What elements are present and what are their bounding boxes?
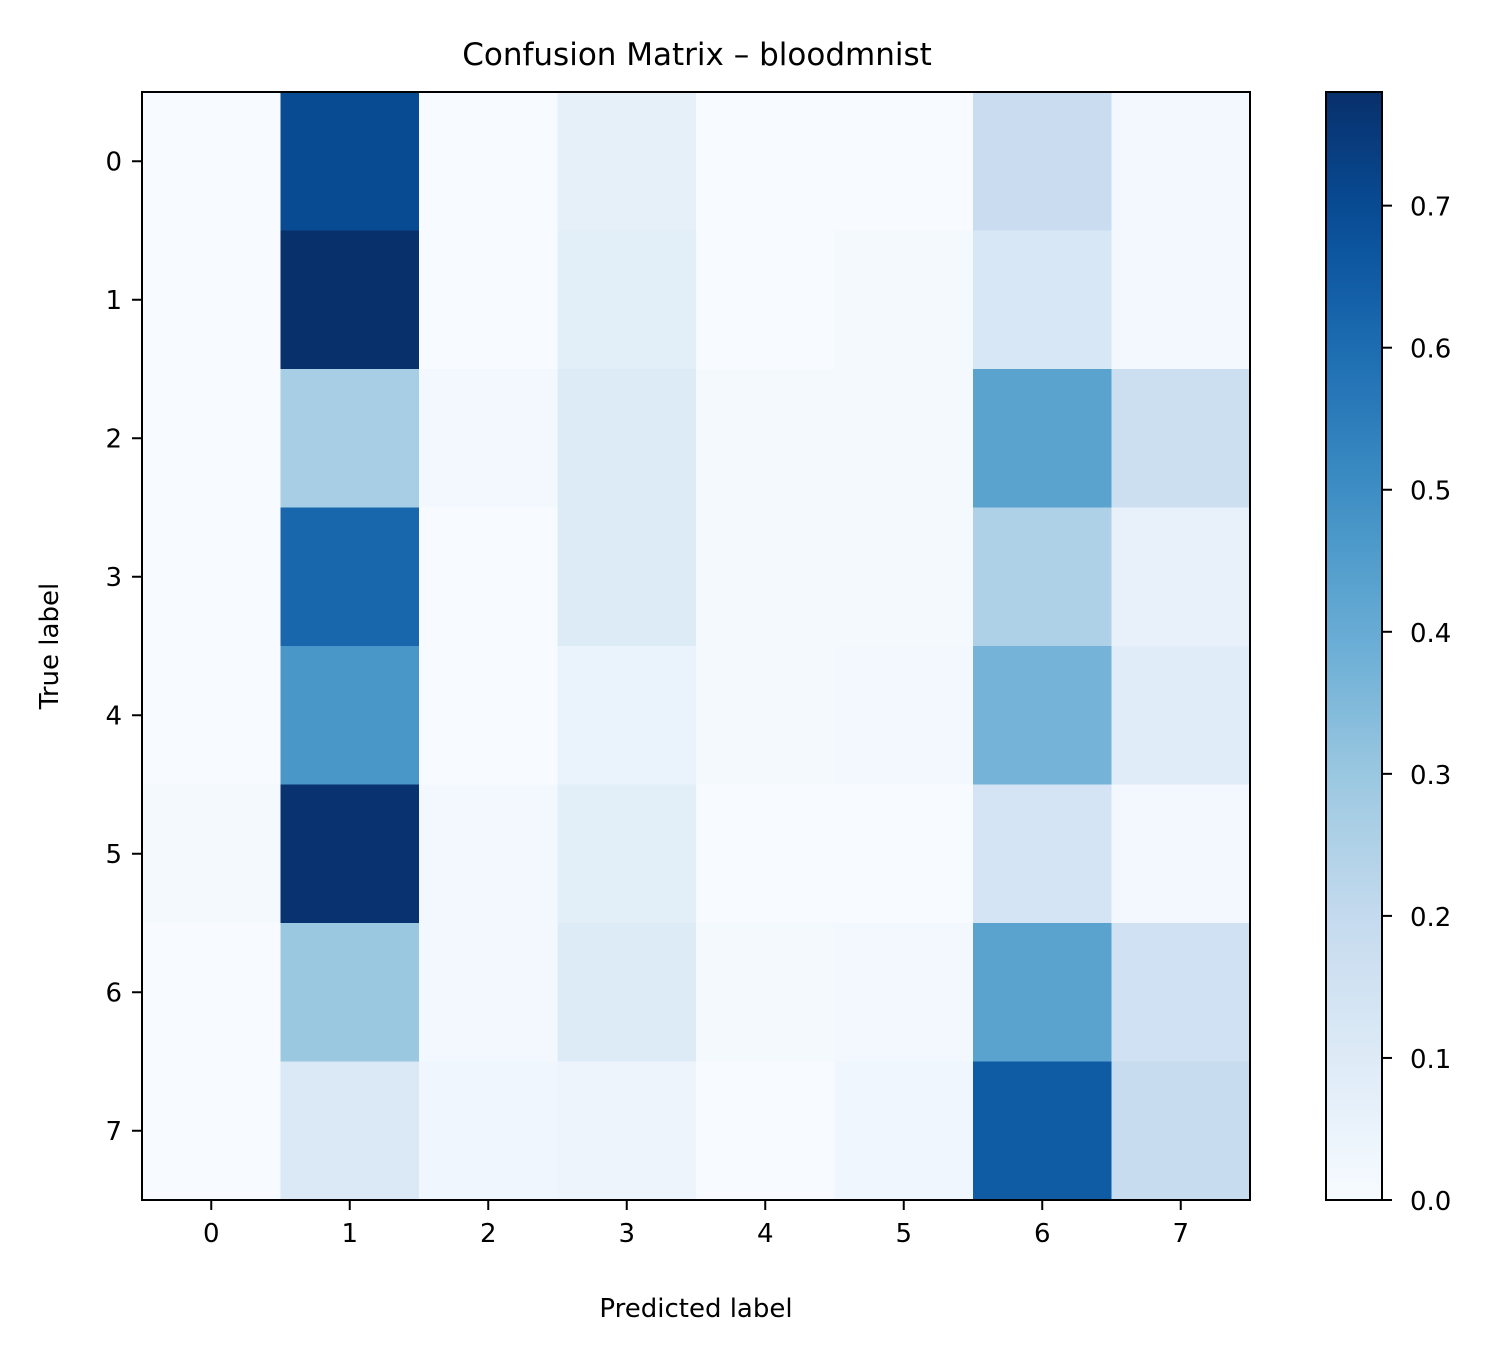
y-tick-label: 7 — [105, 1117, 122, 1147]
x-tick-label: 6 — [1034, 1219, 1051, 1249]
y-axis-label: True label — [35, 583, 65, 710]
heatmap-cell — [419, 369, 558, 508]
x-tick-label: 0 — [203, 1219, 220, 1249]
heatmap-cell — [834, 92, 974, 231]
heatmap-cell — [557, 507, 697, 647]
y-tick-label: 3 — [105, 563, 122, 593]
heatmap-cells — [142, 92, 1251, 1201]
heatmap-cell — [419, 1061, 558, 1201]
x-axis-ticks: 0 1 2 3 4 5 6 7 — [203, 1200, 1189, 1249]
colorbar-tick-label: 0.2 — [1410, 903, 1451, 933]
colorbar-tick-label: 0.5 — [1410, 477, 1451, 507]
heatmap-cell — [696, 507, 835, 647]
colorbar-tick-label: 0.0 — [1410, 1187, 1451, 1217]
heatmap-cell — [834, 369, 974, 508]
plot-frame — [141, 91, 1251, 1201]
x-axis-label: Predicted label — [599, 1294, 792, 1324]
heatmap-cell — [1111, 784, 1251, 924]
heatmap-cell — [557, 646, 697, 785]
heatmap-cell — [557, 1061, 697, 1201]
heatmap-cell — [1111, 923, 1251, 1062]
heatmap-cell — [557, 369, 697, 508]
heatmap-cell — [280, 784, 420, 924]
heatmap-cell — [142, 230, 281, 370]
y-tick-label: 1 — [105, 286, 122, 316]
heatmap-cell — [696, 923, 835, 1062]
heatmap-cell — [557, 784, 697, 924]
heatmap-cell — [1111, 1061, 1251, 1201]
heatmap-cell — [973, 923, 1112, 1062]
heatmap-cell — [1111, 92, 1251, 231]
heatmap-cell — [834, 507, 974, 647]
heatmap-cell — [834, 230, 974, 370]
heatmap-cell — [142, 507, 281, 647]
heatmap-cell — [973, 507, 1112, 647]
heatmap-cell — [973, 1061, 1112, 1201]
x-tick-label: 5 — [895, 1219, 912, 1249]
y-tick-label: 0 — [105, 147, 122, 177]
heatmap-cell — [696, 230, 835, 370]
colorbar — [1325, 91, 1383, 1201]
heatmap-cell — [973, 369, 1112, 508]
heatmap-cell — [419, 507, 558, 647]
heatmap-cell — [557, 230, 697, 370]
heatmap-cell — [280, 92, 420, 231]
heatmap-cell — [280, 369, 420, 508]
heatmap-cell — [142, 1061, 281, 1201]
heatmap-cell — [142, 92, 281, 231]
heatmap-cell — [973, 92, 1112, 231]
heatmap-cell — [419, 923, 558, 1062]
x-tick-label: 2 — [480, 1219, 497, 1249]
heatmap-cell — [696, 92, 835, 231]
heatmap-cell — [1111, 230, 1251, 370]
heatmap-cell — [696, 784, 835, 924]
colorbar-tick-label: 0.1 — [1410, 1045, 1451, 1075]
colorbar-tick-label: 0.7 — [1410, 193, 1451, 223]
x-tick-label: 3 — [618, 1219, 635, 1249]
heatmap-cell — [1111, 507, 1251, 647]
heatmap-cell — [280, 1061, 420, 1201]
colorbar-tick-label: 0.3 — [1410, 761, 1451, 791]
heatmap-cell — [973, 230, 1112, 370]
heatmap-cell — [1111, 646, 1251, 785]
y-tick-label: 4 — [105, 701, 122, 731]
heatmap-cell — [1111, 369, 1251, 508]
heatmap-cell — [280, 507, 420, 647]
heatmap-cell — [142, 646, 281, 785]
x-tick-label: 4 — [757, 1219, 774, 1249]
heatmap-cell — [280, 646, 420, 785]
heatmap-cell — [419, 92, 558, 231]
colorbar-tick-label: 0.6 — [1410, 335, 1451, 365]
heatmap-cell — [557, 923, 697, 1062]
heatmap-cell — [419, 230, 558, 370]
heatmap-cell — [834, 1061, 974, 1201]
heatmap-cell — [557, 92, 697, 231]
heatmap-cell — [280, 230, 420, 370]
heatmap-cell — [419, 784, 558, 924]
y-axis-ticks: 0 1 2 3 4 5 6 7 — [105, 147, 142, 1147]
y-tick-label: 5 — [105, 840, 122, 870]
colorbar-tick-label: 0.4 — [1410, 619, 1451, 649]
heatmap-cell — [142, 369, 281, 508]
heatmap-cell — [834, 923, 974, 1062]
heatmap-cell — [834, 646, 974, 785]
heatmap-cell — [142, 784, 281, 924]
heatmap-cell — [834, 784, 974, 924]
heatmap-cell — [973, 784, 1112, 924]
heatmap-cell — [142, 923, 281, 1062]
y-tick-label: 2 — [105, 424, 122, 454]
heatmap-cell — [696, 1061, 835, 1201]
x-tick-label: 1 — [341, 1219, 358, 1249]
heatmap-cell — [280, 923, 420, 1062]
heatmap-cell — [696, 646, 835, 785]
heatmap-cell — [696, 369, 835, 508]
colorbar-ticks: 0.0 0.1 0.2 0.3 0.4 0.5 0.6 0.7 — [1382, 193, 1451, 1217]
y-tick-label: 6 — [105, 978, 122, 1008]
x-tick-label: 7 — [1172, 1219, 1189, 1249]
heatmap-cell — [419, 646, 558, 785]
heatmap-cell — [973, 646, 1112, 785]
chart-title: Confusion Matrix – bloodmnist — [462, 37, 932, 73]
